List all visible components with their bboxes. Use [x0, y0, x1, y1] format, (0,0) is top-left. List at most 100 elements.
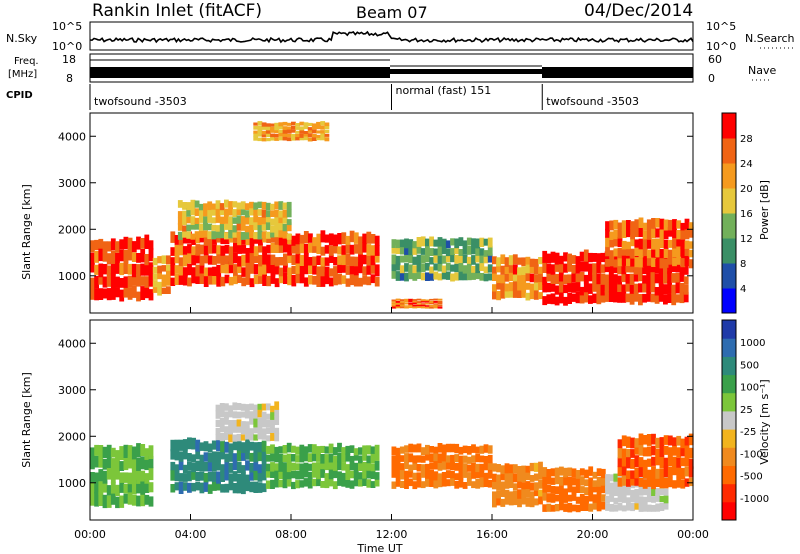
heatmap-cell: [241, 442, 246, 454]
heatmap-cell: [220, 448, 225, 460]
heatmap-cell: [483, 250, 489, 257]
heatmap-cell: [684, 445, 690, 456]
heatmap-cell: [203, 230, 208, 238]
heatmap-cell: [684, 218, 690, 230]
heatmap-cell: [492, 473, 497, 482]
heatmap-cell: [487, 245, 493, 256]
heatmap-cell: [257, 137, 263, 142]
heatmap-cell: [675, 281, 681, 294]
heatmap-cell: [362, 469, 367, 479]
heatmap-cell: [605, 236, 610, 248]
heatmap-cell: [295, 242, 301, 255]
heatmap-cell: [479, 445, 485, 454]
heatmap-cell: [182, 230, 187, 238]
heatmap-cell: [433, 306, 439, 309]
heatmap-cell: [663, 258, 669, 268]
heatmap-cell: [429, 272, 434, 281]
heatmap-cell: [542, 467, 548, 477]
heatmap-cell: [646, 504, 652, 512]
heatmap-cell: [596, 274, 602, 285]
heatmap-cell: [512, 280, 518, 290]
heatmap-cell: [395, 447, 401, 456]
heatmap-cell: [191, 482, 196, 492]
heatmap-cell: [278, 210, 284, 218]
heatmap-cell: [270, 128, 275, 133]
heatmap-cell: [295, 253, 301, 264]
heatmap-cell: [257, 121, 263, 126]
heatmap-cell: [307, 444, 313, 453]
heatmap-cell: [667, 271, 672, 283]
heatmap-cell: [249, 217, 254, 225]
heatmap-cell: [278, 222, 284, 231]
power-heatmap-cells: [90, 121, 694, 309]
heatmap-cell: [642, 236, 648, 248]
heatmap-cell: [90, 258, 95, 273]
heatmap-cell: [567, 292, 572, 304]
heatmap-cell: [274, 263, 280, 275]
heatmap-cell: [533, 265, 539, 275]
heatmap-cell: [286, 134, 292, 138]
heatmap-cell: [517, 479, 522, 489]
heatmap-cell: [228, 420, 233, 427]
heatmap-cell: [265, 231, 271, 239]
heatmap-cell: [504, 480, 510, 489]
heatmap-cell: [287, 254, 292, 264]
heatmap-cell: [257, 403, 263, 410]
heatmap-cell: [504, 283, 510, 292]
heatmap-cell: [299, 242, 305, 254]
heatmap-cell: [270, 126, 275, 131]
heatmap-cell: [609, 250, 615, 259]
heatmap-cell: [328, 268, 334, 277]
heatmap-cell: [650, 280, 656, 293]
heatmap-cell: [187, 277, 192, 287]
heatmap-cell: [642, 275, 647, 284]
heatmap-cell: [680, 247, 686, 257]
heatmap-cell: [219, 403, 225, 412]
heatmap-cell: [604, 274, 610, 283]
heatmap-cell: [412, 256, 418, 265]
heatmap-cell: [249, 433, 254, 441]
heatmap-cell: [144, 254, 150, 266]
heatmap-cell: [253, 252, 259, 263]
heatmap-cell: [215, 208, 221, 217]
heatmap-cell: [207, 223, 213, 231]
heatmap-cell: [650, 293, 656, 303]
heatmap-cell: [232, 225, 238, 233]
heatmap-cell: [190, 222, 196, 230]
heatmap-cell: [521, 266, 527, 275]
heatmap-cell: [617, 493, 623, 502]
heatmap-cell: [596, 502, 602, 512]
heatmap-cell: [303, 122, 309, 126]
heatmap-cell: [521, 495, 527, 505]
heatmap-cell: [676, 254, 682, 265]
heatmap-cell: [216, 471, 221, 484]
heatmap-cell: [416, 464, 422, 472]
heatmap-cell: [592, 272, 597, 282]
heatmap-cell: [471, 255, 476, 265]
heatmap-cell: [220, 245, 226, 256]
ytick-label: 4000: [58, 337, 86, 350]
heatmap-cell: [667, 477, 673, 488]
heatmap-cell: [579, 251, 585, 261]
heatmap-cell: [203, 203, 208, 211]
heatmap-cell: [215, 229, 221, 239]
heatmap-cell: [462, 455, 468, 463]
heatmap-cell: [274, 427, 280, 435]
heatmap-cell: [115, 287, 120, 298]
heatmap-cell: [554, 252, 560, 265]
heatmap-cell: [324, 473, 330, 481]
heatmap-cell: [366, 231, 372, 244]
heatmap-cell: [479, 470, 485, 478]
heatmap-cell: [191, 471, 196, 480]
heatmap-cell: [249, 251, 255, 263]
xtick-label: 08:00: [275, 528, 307, 541]
heatmap-cell: [672, 219, 677, 229]
heatmap-cell: [613, 497, 619, 505]
heatmap-cell: [621, 448, 627, 458]
heatmap-cell: [454, 246, 460, 254]
heatmap-cell: [349, 470, 355, 479]
heatmap-cell: [232, 419, 238, 427]
heatmap-cell: [667, 239, 673, 248]
heatmap-cell: [412, 306, 418, 309]
